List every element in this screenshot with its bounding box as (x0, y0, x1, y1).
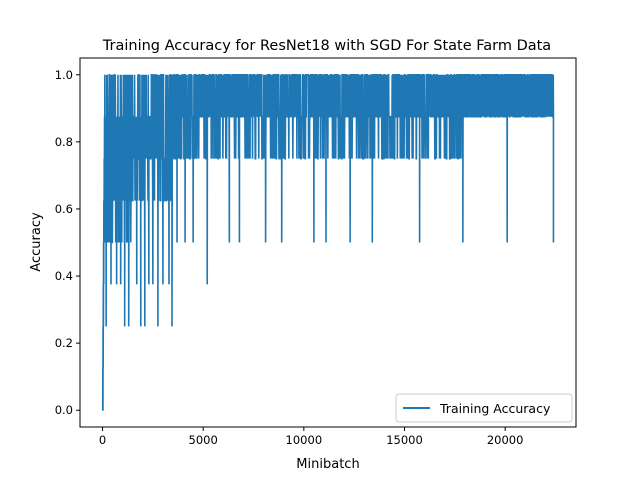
y-tick-label: 0.2 (55, 336, 73, 350)
legend-frame (395, 393, 573, 423)
y-tick-label: 0.8 (55, 135, 73, 149)
x-tick-label: 10000 (286, 433, 323, 447)
x-tick-label: 0 (99, 433, 106, 447)
y-tick-label: 0.0 (55, 403, 73, 417)
y-tick-label: 0.6 (55, 202, 73, 216)
series-line-training-accuracy (101, 73, 555, 412)
axes-frame (79, 57, 577, 428)
y-tick-label: 1.0 (55, 68, 73, 82)
y-axis-label: Accuracy (29, 212, 44, 272)
x-axis-label: Minibatch (296, 457, 359, 472)
y-tick-label: 0.4 (55, 269, 73, 283)
x-tick-label: 20000 (487, 433, 524, 447)
x-tick-label: 5000 (189, 433, 218, 447)
x-tick-label: 15000 (386, 433, 423, 447)
plot-area: 0 5000 10000 15000 20000 0.0 0.2 0.4 0.6 0.8 1.0 (55, 57, 577, 447)
series-layer (101, 73, 555, 412)
chart-title: Training Accuracy for ResNet18 with SGD … (102, 38, 551, 54)
axes-layer: 0 5000 10000 15000 20000 0.0 0.2 0.4 0.6 0.8 1.0 (55, 57, 577, 447)
legend-label-training-accuracy: Training Accuracy (439, 401, 551, 416)
legend: Training Accuracy (395, 393, 573, 423)
